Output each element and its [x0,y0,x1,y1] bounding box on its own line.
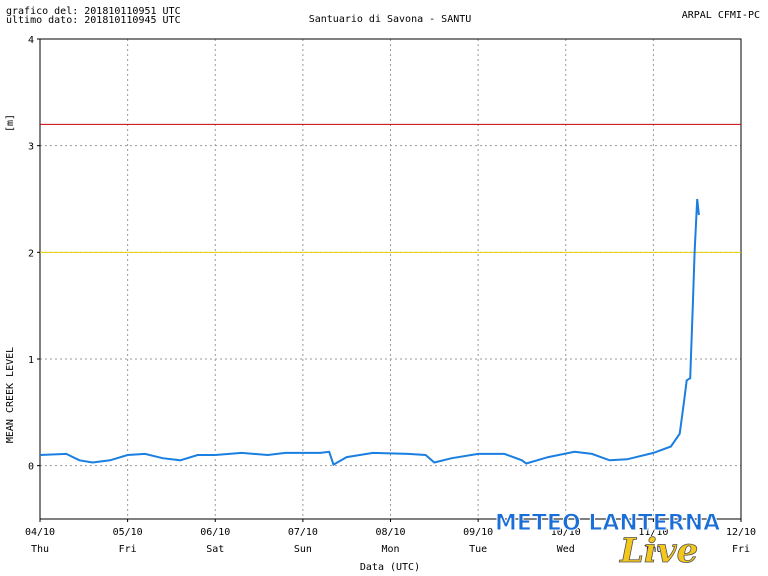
x-tick-label: 07/10 [288,527,318,538]
y-tick-label: 4 [28,35,34,46]
x-tick-label: 04/10 [25,527,55,538]
header-right: ARPAL CFMI-PC [682,10,760,21]
x-axis-label: Data (UTC) [360,562,420,573]
x-tick-weekday: Fri [119,544,137,555]
watermark: Live [619,531,698,571]
x-tick-label: 05/10 [113,527,143,538]
x-tick-weekday: Thu [644,544,662,555]
x-tick-weekday: Thu [31,544,49,555]
x-tick-weekday: Fri [732,544,750,555]
y-tick-label: 0 [28,462,34,473]
y-unit: [m] [5,114,16,132]
y-tick-label: 2 [28,248,34,259]
x-tick-weekday: Mon [381,544,399,555]
x-tick-label: 08/10 [375,527,405,538]
header-left: ultimo dato: 201810110945 UTC [6,15,181,26]
chart-title: Santuario di Savona - SANTU [309,14,472,25]
x-tick-weekday: Tue [469,544,487,555]
x-tick-label: 11/10 [638,527,668,538]
x-tick-label: 09/10 [463,527,493,538]
watermark: METEO LANTERNA [495,511,720,536]
x-tick-label: 06/10 [200,527,230,538]
y-tick-label: 1 [28,355,34,366]
x-tick-weekday: Sat [206,544,224,555]
x-tick-label: 10/10 [551,527,581,538]
y-axis-label: MEAN CREEK LEVEL [5,347,16,443]
x-tick-weekday: Sun [294,544,312,555]
x-tick-weekday: Wed [557,544,575,555]
y-tick-label: 3 [28,142,34,153]
x-tick-label: 12/10 [726,527,756,538]
data-line [39,198,700,467]
header-left: grafico del: 201810110951 UTC [6,6,181,17]
plot-frame [39,38,742,520]
